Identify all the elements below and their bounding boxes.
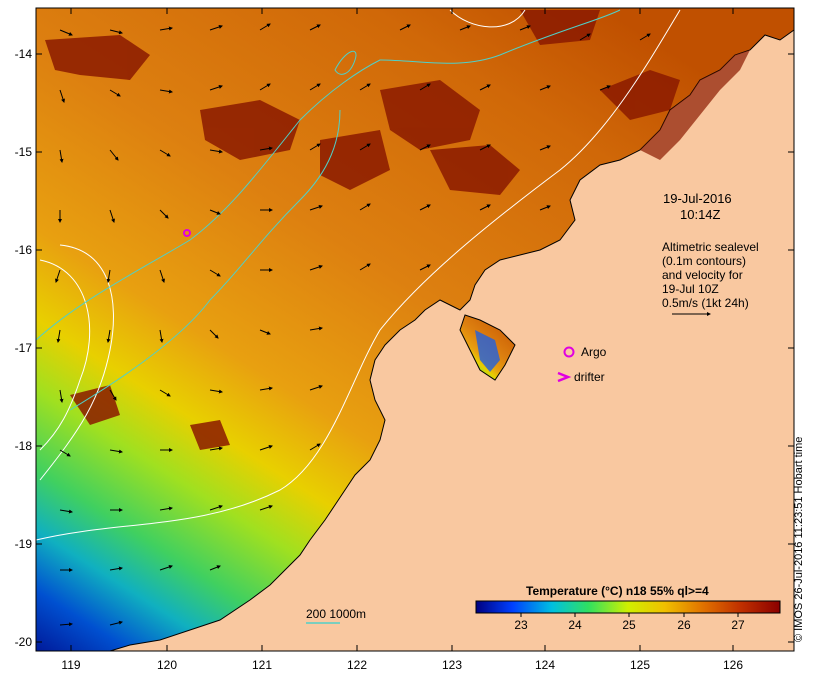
lat-tick: -17 xyxy=(14,341,32,355)
info-line: 19-Jul 10Z xyxy=(662,282,719,296)
drifter-legend-label: drifter xyxy=(574,370,605,384)
colorbar-label: 24 xyxy=(568,618,582,632)
time-label: 10:14Z xyxy=(680,207,721,222)
lon-tick: 122 xyxy=(346,658,368,672)
axis-ticks xyxy=(36,8,794,651)
info-line: 0.5m/s (1kt 24h) xyxy=(662,296,749,310)
colorbar-label: 23 xyxy=(514,618,528,632)
lon-tick: 125 xyxy=(629,658,651,672)
credit-text: © IMOS 26-Jul-2016 11:23:51 Hobart time xyxy=(793,436,805,642)
coastal-warm xyxy=(640,50,750,160)
lat-tick: -14 xyxy=(14,47,32,61)
sealevel-contours xyxy=(35,9,681,541)
info-line: Altimetric sealevel xyxy=(662,240,759,254)
lon-tick: 121 xyxy=(251,658,273,672)
lat-tick: -15 xyxy=(14,145,32,159)
lat-tick: -18 xyxy=(14,439,32,453)
inland-water xyxy=(475,330,500,372)
lon-tick: 120 xyxy=(156,658,178,672)
colorbar-ticks xyxy=(520,613,739,617)
lat-tick: -20 xyxy=(14,635,32,649)
argo-legend-label: Argo xyxy=(581,345,607,359)
isobath-legend-label: 200 1000m xyxy=(306,607,367,621)
isobath-lines xyxy=(35,9,621,411)
map-frame xyxy=(35,7,795,652)
colorbar-label: 25 xyxy=(622,618,636,632)
lat-tick: -19 xyxy=(14,537,32,551)
colorbar-label: 27 xyxy=(731,618,745,632)
colorbar-label: 26 xyxy=(677,618,691,632)
info-line: and velocity for xyxy=(662,268,743,282)
colorbar-title: Temperature (°C) n18 55% ql>=4 xyxy=(526,584,709,598)
warm-patches xyxy=(45,10,680,450)
date-label: 19-Jul-2016 xyxy=(663,191,732,206)
info-line: (0.1m contours) xyxy=(662,254,747,268)
lon-tick: 119 xyxy=(61,658,81,672)
lon-tick: 126 xyxy=(722,658,744,672)
drifter-legend-icon xyxy=(557,371,572,383)
colorbar xyxy=(475,600,781,614)
argo-legend-icon xyxy=(563,346,575,358)
argo-float-marker xyxy=(183,229,191,237)
lon-tick: 123 xyxy=(441,658,463,672)
lon-tick: 124 xyxy=(534,658,556,672)
lat-tick: -16 xyxy=(14,243,32,257)
velocity-arrows xyxy=(55,23,651,627)
